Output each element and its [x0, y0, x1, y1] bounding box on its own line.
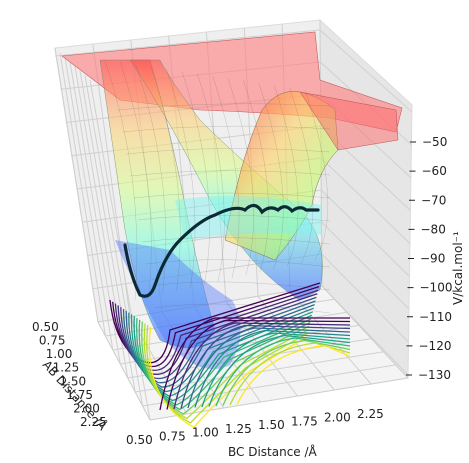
x-tick-label: 0.50 — [32, 320, 59, 334]
y-tick-label: 1.25 — [225, 422, 252, 436]
y-tick-label: 1.50 — [258, 418, 285, 432]
mesh-line — [166, 69, 196, 288]
contour-line — [194, 329, 351, 408]
contour-line — [141, 321, 310, 415]
contour-line — [146, 325, 308, 424]
x-tick-label: 1.50 — [59, 374, 86, 388]
z-tick-label: −70 — [421, 193, 446, 207]
y-grid-wall-line — [54, 47, 99, 323]
contour-line — [236, 344, 351, 405]
contour-line — [125, 303, 315, 388]
mesh-line — [227, 78, 254, 276]
y-tick-label: 2.25 — [357, 407, 384, 421]
mesh-line — [149, 281, 331, 291]
y-tick-label: 0.50 — [126, 433, 153, 447]
mesh-line — [104, 59, 138, 301]
x-grid-wall-line — [64, 57, 114, 351]
mesh-line — [135, 64, 167, 294]
y-tick-label: 1.75 — [291, 414, 318, 428]
floor-contours — [109, 282, 351, 429]
contour-line — [143, 323, 309, 420]
mesh-line — [117, 103, 331, 111]
x-grid-line — [135, 351, 384, 393]
contour-line — [166, 319, 351, 410]
y-axis-ticks: 0.50 0.75 1.00 1.25 1.50 1.75 2.00 2.25 — [126, 407, 384, 447]
y-grid-line — [321, 285, 409, 379]
x-tick-label: 2.25 — [80, 415, 107, 429]
z-tick-label: −110 — [419, 310, 452, 324]
mesh-line — [273, 85, 299, 267]
contour-line — [215, 337, 351, 407]
z-tick-label: −50 — [422, 135, 447, 149]
contour-line — [208, 334, 351, 407]
mesh-line — [121, 125, 331, 133]
x-tick-label: 1.00 — [46, 347, 73, 361]
x-tick-label: 1.75 — [66, 388, 93, 402]
contour-line — [222, 339, 351, 406]
z-tick-label: −130 — [418, 368, 451, 382]
contour-line — [180, 324, 351, 409]
z-axis-ticks: −50 −60 −70 −80 −90 −100 −110 −120 −130 — [406, 135, 452, 382]
x-grid-wall-line — [79, 70, 136, 393]
contour-line — [159, 317, 350, 411]
y-tick-label: 0.75 — [159, 429, 186, 443]
mesh-line — [129, 170, 331, 177]
surface-cyan-band — [175, 196, 322, 240]
mesh-line — [133, 192, 331, 199]
x-grid-wall-line — [59, 52, 106, 337]
mesh-line — [289, 87, 314, 264]
contour-line — [187, 327, 351, 409]
z-tick-label: −60 — [422, 164, 447, 178]
mesh-line — [137, 215, 331, 222]
reaction-trajectory — [123, 203, 320, 298]
y-grid-line — [97, 321, 151, 421]
z-tick-label: −100 — [420, 281, 453, 295]
surface-mesh — [104, 59, 331, 314]
mesh-line — [258, 82, 284, 270]
mesh-line — [125, 148, 331, 155]
y-grid-wall-line — [92, 43, 131, 317]
mesh-line — [243, 80, 269, 273]
y-axis-label: BC Distance /Å — [228, 444, 318, 459]
z-tick-label: −120 — [419, 339, 452, 353]
contour-line — [122, 300, 316, 384]
x-tick-label: 1.25 — [53, 361, 80, 375]
mesh-line — [212, 76, 240, 279]
contour-line — [130, 311, 314, 397]
mesh-line — [120, 62, 152, 297]
contour-line — [173, 322, 351, 410]
mesh-line — [150, 66, 181, 291]
x-tick-label: 2.00 — [73, 401, 100, 415]
mesh-line — [304, 89, 329, 261]
contour-line — [133, 314, 313, 402]
z-tick-label: −90 — [420, 252, 445, 266]
mesh-line — [197, 73, 225, 282]
y-tick-label: 1.00 — [192, 426, 219, 440]
mesh-line — [141, 237, 331, 245]
y-tick-label: 2.00 — [324, 411, 351, 425]
contour-line — [201, 332, 351, 408]
x-tick-label: 0.75 — [39, 334, 66, 348]
x-axis-ticks: 0.500.751.001.251.501.752.002.25 — [32, 320, 107, 429]
contour-line — [136, 317, 312, 406]
energy-surface — [61, 31, 403, 370]
z-tick-label: −80 — [421, 222, 446, 236]
mesh-line — [181, 71, 210, 285]
surface-right-slope — [299, 91, 399, 151]
z-axis-label: V/kcal.mol⁻¹ — [451, 231, 465, 305]
contour-line — [229, 342, 351, 406]
mesh-line — [153, 303, 331, 314]
surface-left-wall — [99, 59, 216, 349]
x-grid-line — [97, 285, 323, 323]
